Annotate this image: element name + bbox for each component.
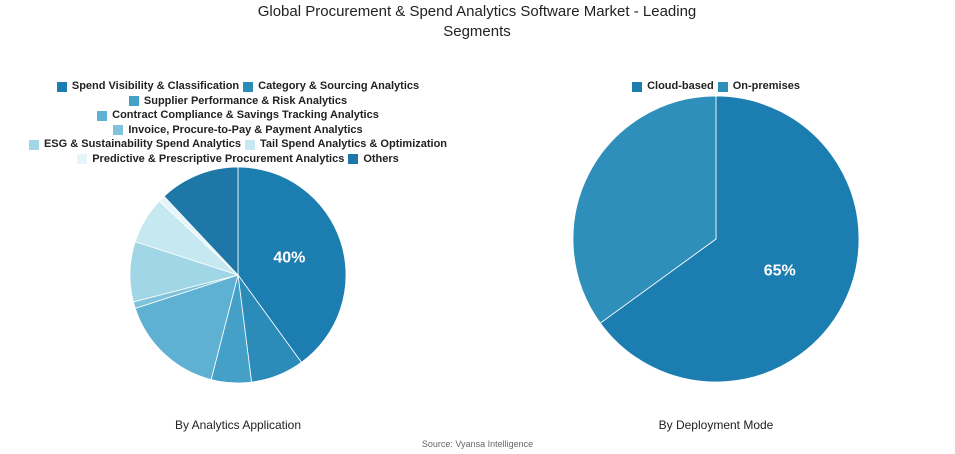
legend-label: Category & Sourcing Analytics [258, 80, 420, 92]
legend-item: Others [348, 152, 399, 167]
pie-slice [572, 95, 717, 324]
pie-slice [163, 166, 239, 277]
page-title: Global Procurement & Spend Analytics Sof… [257, 3, 697, 40]
legend-item: Cloud-based [632, 80, 714, 94]
legend-label: Predictive & Prescriptive Procurement An… [92, 152, 345, 165]
legend-swatch [243, 81, 254, 92]
legend: Spend Visibility & Classification Categor… [18, 80, 458, 166]
legend-swatch [56, 81, 67, 92]
legend-swatch [717, 81, 728, 92]
legend-swatch [97, 110, 108, 121]
legend-label: ESG & Sustainability Spend Analytics [43, 138, 241, 150]
legend-swatch [77, 154, 88, 165]
value-label: 65% [764, 263, 796, 280]
legend-swatch [632, 81, 643, 92]
legend-item: Predictive & Prescriptive Procurement An… [77, 153, 344, 167]
legend-swatch [128, 96, 139, 107]
legend-item: On-premises [717, 80, 800, 94]
chart-title: By Analytics Application [175, 418, 301, 432]
legend-swatch [348, 154, 359, 165]
legend-label: Others [363, 152, 399, 165]
chart-title: By Deployment Mode [659, 418, 774, 432]
legend: Cloud-based On-premises [566, 80, 866, 94]
legend-item: Supplier Performance & Risk Analytics [128, 94, 348, 109]
pie-slice [237, 166, 347, 363]
legend-label: Cloud-based [647, 80, 714, 92]
pie-slice [599, 95, 860, 383]
legend-label: Supplier Performance & Risk Analytics [143, 94, 348, 107]
legend-item: ESG & Sustainability Spend Analytics [28, 138, 241, 152]
legend-label: On-premises [732, 80, 800, 92]
legend-swatch [245, 139, 255, 150]
legend-swatch [113, 125, 124, 136]
legend-item: Tail Spend Analytics & Optimization [245, 138, 447, 152]
legend-item: Category & Sourcing Analytics [243, 80, 419, 94]
legend-label: Invoice, Procure-to-Pay & Payment Analyt… [128, 123, 363, 136]
legend-label: Tail Spend Analytics & Optimization [260, 138, 448, 150]
legend-item: Invoice, Procure-to-Pay & Payment Analyt… [113, 123, 363, 138]
legend-item: Contract Compliance & Savings Tracking A… [97, 109, 379, 123]
legend-item: Spend Visibility & Classification [56, 80, 240, 94]
legend-label: Spend Visibility & Classification [71, 80, 240, 92]
source: Source: Vyansa Intelligence [421, 439, 534, 449]
legend-label: Contract Compliance & Savings Tracking A… [112, 109, 379, 121]
value-label: 40% [273, 250, 305, 267]
pie-slice [134, 274, 239, 381]
legend-swatch [28, 139, 39, 150]
